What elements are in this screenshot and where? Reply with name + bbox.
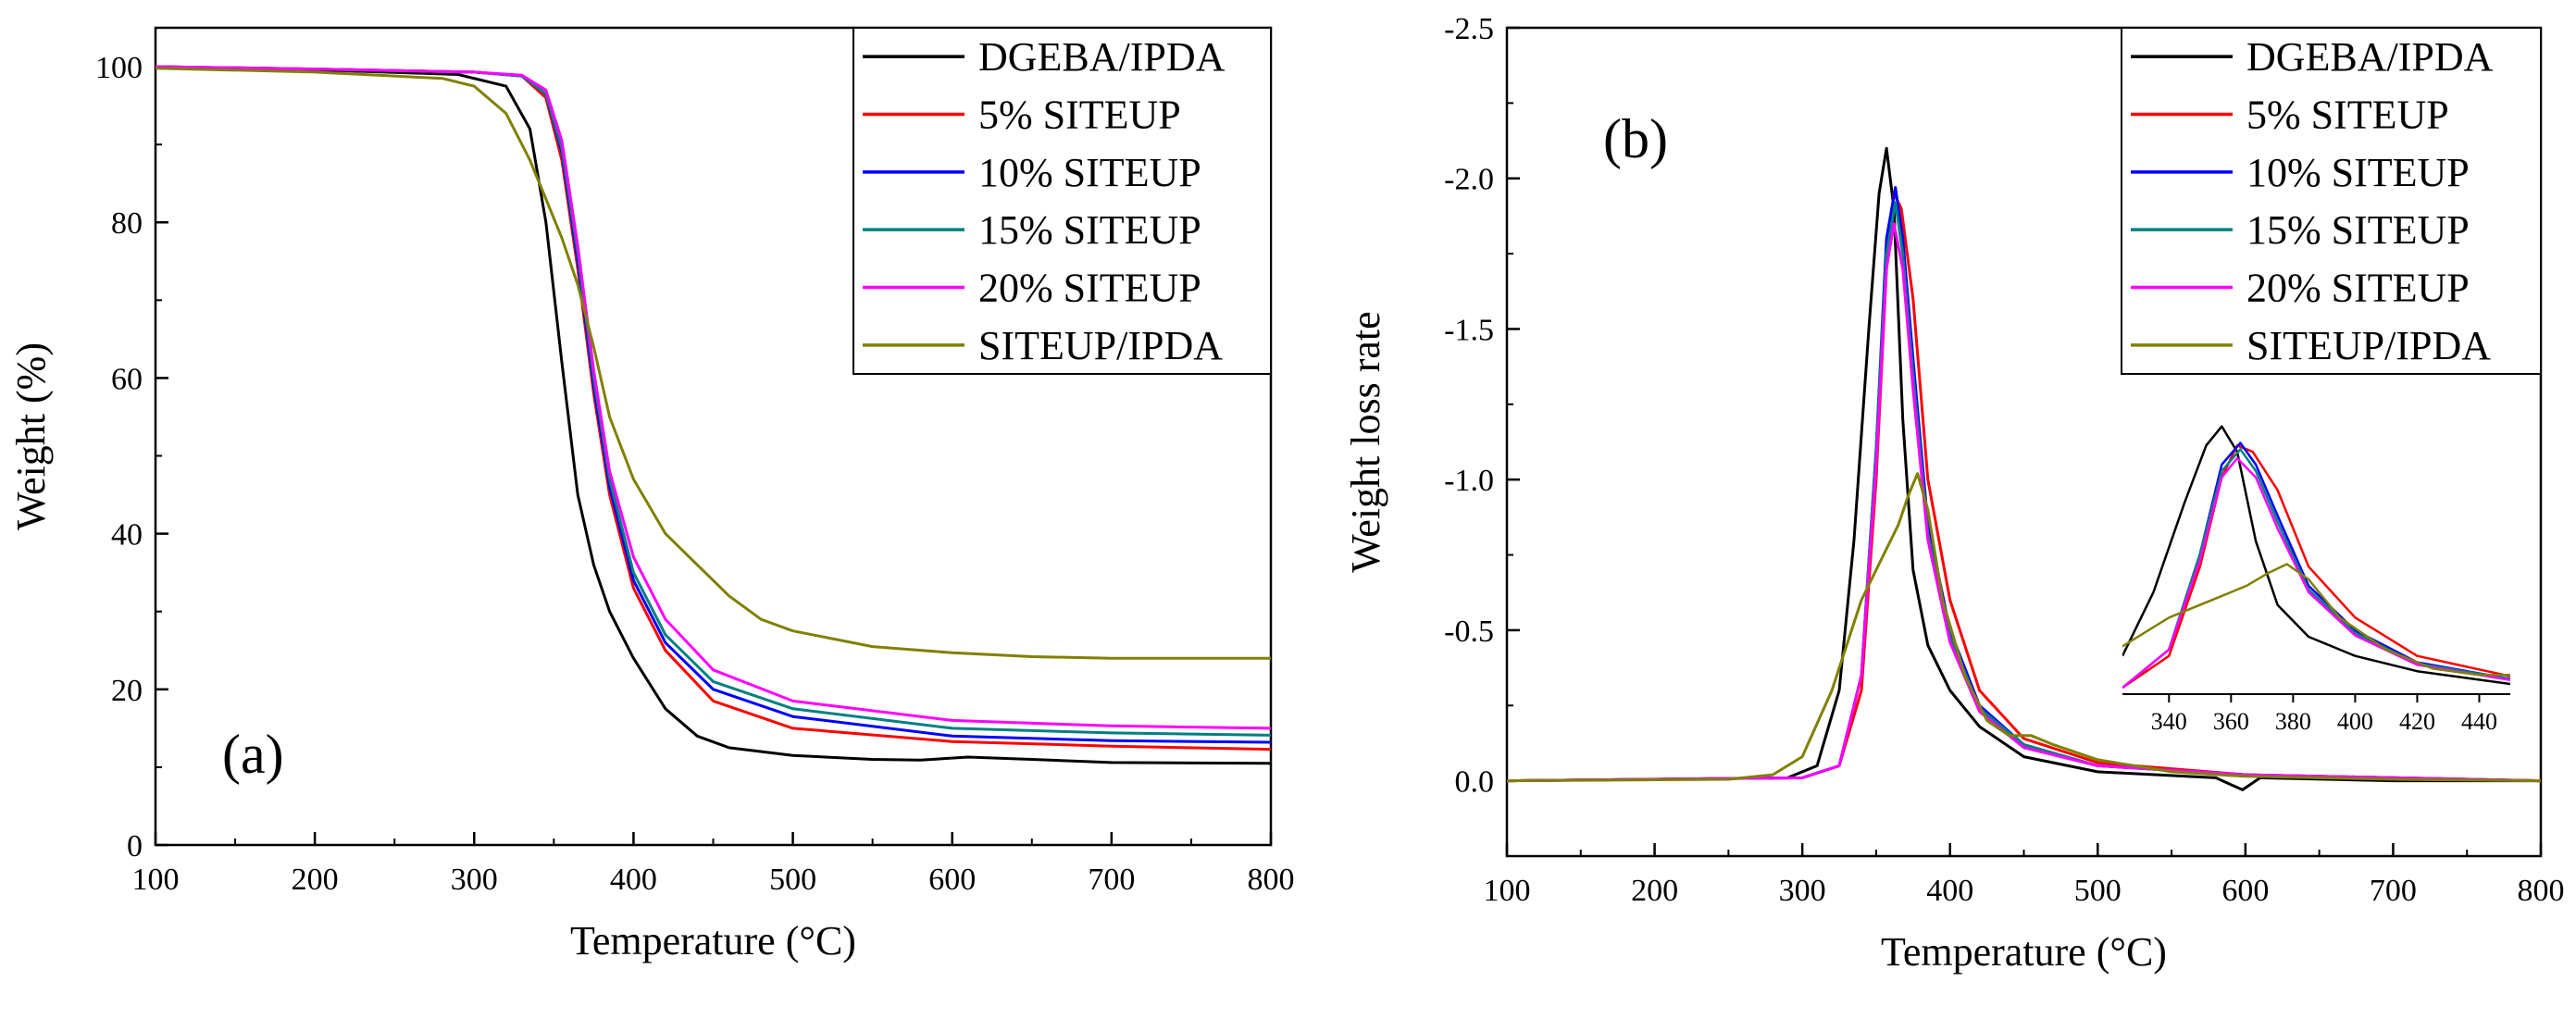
x-axis-label: Temperature (°C) [570,918,856,963]
series-line-1 [1507,192,2541,783]
y-tick-label: -2.0 [1444,163,1494,197]
legend-entry: 5% SITEUP [2246,93,2449,138]
series-line-4 [156,65,1271,730]
series-line-4 [1507,222,2541,783]
inset-series-line-4 [2122,456,2510,690]
inset-x-tick-label: 400 [2337,708,2373,735]
legend-entry: SITEUP/IPDA [2246,323,2491,368]
y-tick-label: 100 [95,51,143,85]
x-axis-label: Temperature (°C) [1881,929,2167,975]
y-axis-label: Weight loss rate [1343,311,1388,572]
legend-entry: 20% SITEUP [978,266,1201,311]
y-tick-label: -0.5 [1444,615,1494,649]
x-tick-label: 300 [451,863,498,897]
series-line-0 [156,65,1271,765]
inset-series-line-2 [2122,441,2510,690]
x-tick-label: 200 [292,863,339,897]
legend-box [2121,27,2542,375]
series-line-5 [156,67,1271,660]
x-tick-label: 500 [2074,874,2122,908]
y-tick-label: 40 [111,518,143,553]
y-axis-label: Weight (%) [8,342,54,530]
legend-entry: DGEBA/IPDA [978,34,1226,80]
y-tick-label: 20 [111,674,143,708]
legend-entry: DGEBA/IPDA [2246,34,2494,80]
inset-x-tick-label: 360 [2213,708,2249,735]
legend-entry: 15% SITEUP [2246,207,2470,253]
x-tick-label: 800 [1248,863,1295,897]
inset-series-group [2122,425,2510,690]
x-tick-label: 100 [132,863,180,897]
panel-label: (a) [222,724,284,785]
legend-entry: 10% SITEUP [2246,150,2470,195]
x-tick-label: 300 [1779,874,1826,908]
y-tick-label: -2.5 [1444,12,1494,46]
inset-x-tick-label: 340 [2151,708,2187,735]
inset-plot: 340 360 380 400 420 440 [2122,425,2510,735]
y-tick-label: 0 [127,829,143,864]
y-tick-label: 0.0 [1455,765,1495,800]
legend-entry: 5% SITEUP [978,93,1181,138]
y-tick-label: 60 [111,362,143,396]
chart-panel-a: 100 200 300 400 500 600 700 800 0 20 40 60 80 100 Temp… [8,26,1295,963]
series-line-0 [1507,146,2541,791]
inset-x-tick-label: 420 [2399,708,2435,735]
x-tick-label: 400 [610,863,657,897]
x-tick-label: 700 [2370,874,2417,908]
x-tick-label: 800 [2518,874,2565,908]
y-tick-label: -1.5 [1444,313,1494,347]
inset-series-line-1 [2122,444,2510,690]
inset-series-line-5 [2122,563,2510,677]
series-group [1507,146,2541,791]
x-tick-label: 200 [1631,874,1678,908]
inset-series-line-0 [2122,425,2510,686]
legend-entry: 10% SITEUP [978,150,1201,195]
x-tick-label: 500 [769,863,816,897]
y-tick-label: -1.0 [1444,464,1494,498]
x-tick-label: 400 [1926,874,1973,908]
series-line-5 [1507,472,2541,783]
series-group [156,65,1271,765]
x-tick-label: 700 [1088,863,1135,897]
legend-entry: 15% SITEUP [978,207,1201,253]
panel-label: (b) [1603,108,1668,169]
legend-entry: SITEUP/IPDA [978,323,1223,368]
legend-entry: 20% SITEUP [2246,266,2470,311]
legend-box [852,27,1272,375]
inset-x-tick-label: 380 [2275,708,2311,735]
inset-x-tick-label: 440 [2461,708,2497,735]
y-tick-label: 80 [111,206,143,241]
chart-panel-b: 100 200 300 400 500 600 700 800 0.0 -0.5 -1.0 -1.5 -… [1343,12,2565,975]
x-tick-label: 600 [928,863,976,897]
inset-series-line-3 [2122,448,2510,690]
x-tick-label: 600 [2221,874,2269,908]
x-tick-label: 100 [1484,874,1531,908]
